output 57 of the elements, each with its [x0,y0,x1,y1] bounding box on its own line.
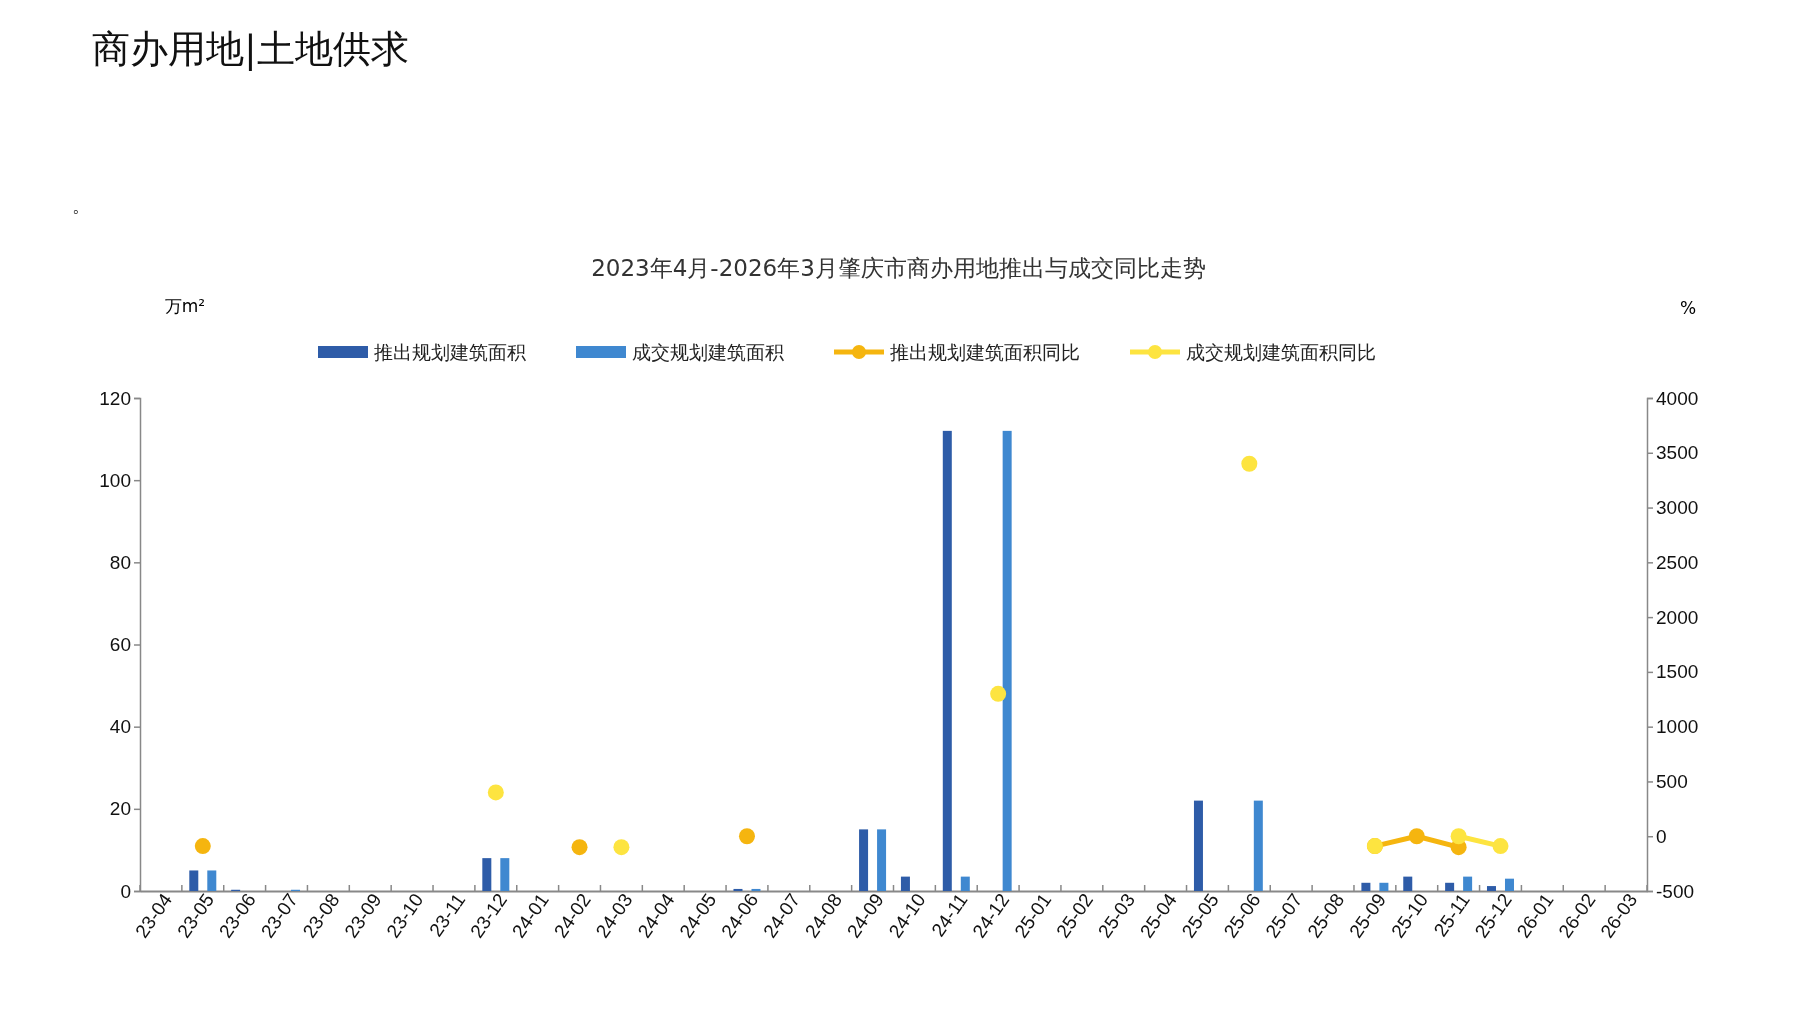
bar [751,888,761,891]
y-tick-label: 80 [109,551,131,573]
chart-subtitle: 2023年4月-2026年3月肇庆市商办用地推出与成交同比走势 [591,255,1206,281]
y-tick-label: 40 [109,716,131,738]
bar [900,876,910,891]
y2-tick-label: 0 [1656,825,1667,847]
point [487,784,504,801]
point [738,828,755,845]
y2-tick-label: -500 [1656,880,1695,902]
bar [733,888,743,891]
y-tick-label: 20 [109,798,131,820]
bar [1361,882,1371,891]
legend-label: 成交规划建筑面积同比 [1186,341,1376,363]
y2-tick-label: 2500 [1656,551,1699,573]
bar [877,829,887,891]
y-tick-label: 0 [120,880,131,902]
bar [1403,876,1413,891]
point [571,839,588,856]
bar [1445,882,1455,891]
y2-tick-label: 2000 [1656,606,1699,628]
bar [1002,430,1012,891]
bar [942,430,952,891]
y2-tick-label: 1500 [1656,661,1699,683]
y2-tick-label: 1000 [1656,716,1699,738]
legend-label: 推出规划建筑面积同比 [890,341,1080,363]
bar [960,876,970,891]
bar [189,870,199,891]
y2-tick-label: 3500 [1656,442,1699,464]
point [194,838,211,855]
y2-tick-label: 4000 [1656,387,1699,409]
chart-title: 商办用地|土地供求 [92,27,409,71]
point [1492,838,1509,855]
bar [500,858,510,891]
point [1241,455,1258,472]
bar [482,858,492,891]
bar [1193,800,1203,891]
point [990,685,1007,702]
y2-axis-title: % [1679,298,1697,318]
legend-label: 成交规划建筑面积 [632,341,784,363]
bar [1504,878,1514,891]
y-tick-label: 120 [99,387,131,409]
bar [1463,876,1473,891]
y2-tick-label: 3000 [1656,497,1699,519]
bar [1379,882,1389,891]
legend-label: 推出规划建筑面积 [374,341,526,363]
y2-tick-label: 500 [1656,771,1688,793]
point [1408,828,1425,845]
y-tick-label: 100 [99,469,131,491]
y-tick-label: 60 [109,634,131,656]
text: 。 [72,195,90,216]
bar [859,829,869,891]
bar [207,870,217,891]
bar [1486,886,1496,891]
point [613,839,630,856]
bar [1253,800,1263,891]
y-axis-title: 万m² [164,296,206,316]
point [1450,828,1467,845]
